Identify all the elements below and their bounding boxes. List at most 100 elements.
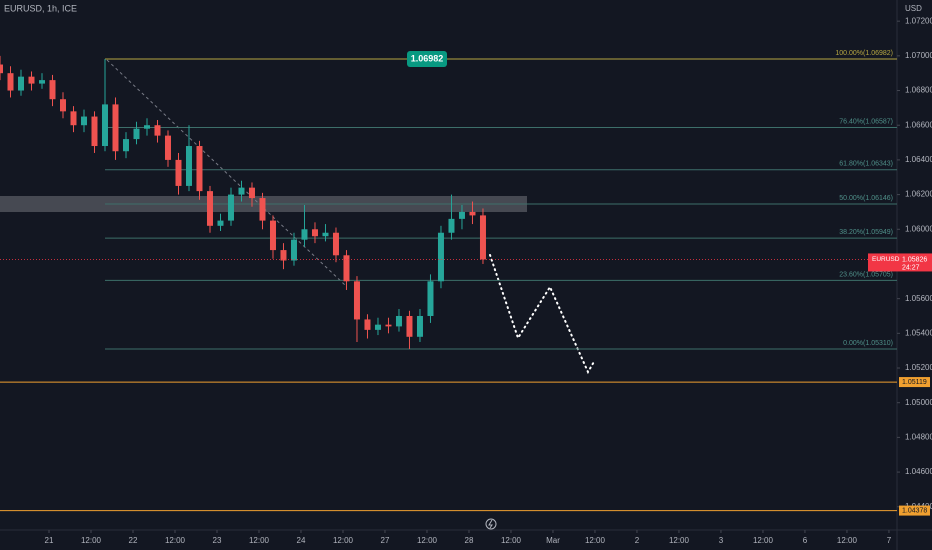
candle-body — [175, 159, 182, 186]
candle-body — [28, 76, 35, 84]
candle-body — [385, 324, 392, 327]
x-tick-label: 12:00 — [585, 536, 606, 545]
candle-body — [364, 319, 371, 330]
fib-label: 100.00%(1.06982) — [835, 50, 893, 57]
candle-body — [0, 64, 3, 74]
candle-body — [437, 232, 444, 282]
candle-body — [38, 80, 45, 84]
y-tick-label: 1.05000 — [905, 398, 932, 407]
candle-body — [59, 99, 66, 112]
y-tick-label: 1.05600 — [905, 294, 932, 303]
x-tick-label: 2 — [635, 536, 640, 545]
x-tick-label: 12:00 — [501, 536, 522, 545]
candle-body — [248, 187, 255, 199]
x-tick-label: 21 — [45, 536, 54, 545]
y-tick-label: 1.04800 — [905, 432, 932, 441]
x-tick-label: 12:00 — [333, 536, 354, 545]
x-tick-label: 22 — [129, 536, 138, 545]
y-tick-label: 1.04600 — [905, 467, 932, 476]
x-tick-label: 7 — [887, 536, 892, 545]
x-tick-label: 12:00 — [417, 536, 438, 545]
y-tick-label: 1.06400 — [905, 155, 932, 164]
candle-body — [185, 146, 192, 186]
candle-body — [154, 125, 161, 136]
countdown: 24:27 — [902, 264, 920, 271]
candle-body — [143, 125, 150, 129]
x-tick-label: 23 — [213, 536, 222, 545]
icon — [488, 519, 493, 529]
x-tick-label: Mar — [546, 536, 560, 545]
x-tick-label: 24 — [297, 536, 306, 545]
x-tick-label: 12:00 — [837, 536, 858, 545]
y-tick-label: 1.07200 — [905, 16, 932, 25]
candle-body — [49, 80, 56, 100]
last-price-label: 1.05826 — [902, 256, 927, 263]
candle-body — [479, 215, 486, 260]
candle-body — [280, 250, 287, 261]
level-badge — [899, 505, 930, 516]
fib-label: 38.20%(1.05949) — [839, 229, 893, 236]
level-badge — [899, 377, 930, 388]
y-axis-label: USD — [905, 4, 922, 13]
high-label: 1.06982 — [411, 53, 444, 63]
fib-label: 61.80%(1.06343) — [839, 161, 893, 168]
trend-line — [106, 59, 346, 286]
y-tick-label: 1.06800 — [905, 86, 932, 95]
candle-body — [322, 232, 329, 237]
candle-body — [17, 76, 24, 91]
high-badge — [407, 50, 447, 67]
candle-body — [217, 220, 224, 226]
candle-body — [311, 229, 318, 237]
last-price-badge — [868, 253, 932, 272]
x-tick-label: 27 — [381, 536, 390, 545]
y-tick-label: 1.06600 — [905, 120, 932, 129]
y-tick-label: 1.05200 — [905, 363, 932, 372]
candle-body — [122, 139, 129, 152]
candle-body — [7, 73, 14, 91]
candle-body — [112, 104, 119, 152]
candle-body — [269, 220, 276, 251]
level-label: 1.05119 — [902, 379, 927, 386]
candle-body — [206, 191, 213, 226]
fib-label: 76.40%(1.06587) — [839, 118, 893, 125]
candle-body — [416, 315, 423, 337]
candle-body — [353, 281, 360, 320]
candle-body — [469, 211, 476, 216]
projection — [489, 254, 596, 375]
candle-body — [406, 315, 413, 337]
candle-body — [448, 218, 455, 233]
candle-body — [133, 128, 140, 140]
x-tick-label: 12:00 — [165, 536, 186, 545]
icon[interactable] — [485, 518, 497, 530]
candle-body — [290, 239, 297, 261]
x-tick-label: 12:00 — [753, 536, 774, 545]
candle-body — [395, 315, 402, 327]
candle-body — [259, 198, 266, 221]
candle-body — [238, 187, 245, 195]
fib-label: 23.60%(1.05705) — [839, 271, 893, 278]
chart-title: EURUSD, 1h, ICE — [4, 3, 77, 13]
x-tick-label: 3 — [719, 536, 724, 545]
candle-body — [80, 116, 87, 126]
candle-body — [101, 104, 108, 147]
candle-body — [164, 135, 171, 160]
candle-body — [374, 324, 381, 330]
y-tick-label: 1.06000 — [905, 224, 932, 233]
candle-body — [91, 116, 98, 147]
fib-label: 0.00%(1.05310) — [843, 340, 893, 347]
candle-body — [343, 255, 350, 282]
y-tick-label: 1.05400 — [905, 328, 932, 337]
candle-body — [196, 146, 203, 192]
y-tick-label: 1.06200 — [905, 190, 932, 199]
candle-body — [301, 229, 308, 240]
x-tick-label: 12:00 — [669, 536, 690, 545]
y-tick-label: 1.07000 — [905, 51, 932, 60]
candle-body — [458, 211, 465, 219]
x-tick-label: 28 — [465, 536, 474, 545]
candle-body — [70, 111, 77, 126]
candle-body — [427, 281, 434, 316]
level-label: 1.04378 — [902, 507, 927, 514]
